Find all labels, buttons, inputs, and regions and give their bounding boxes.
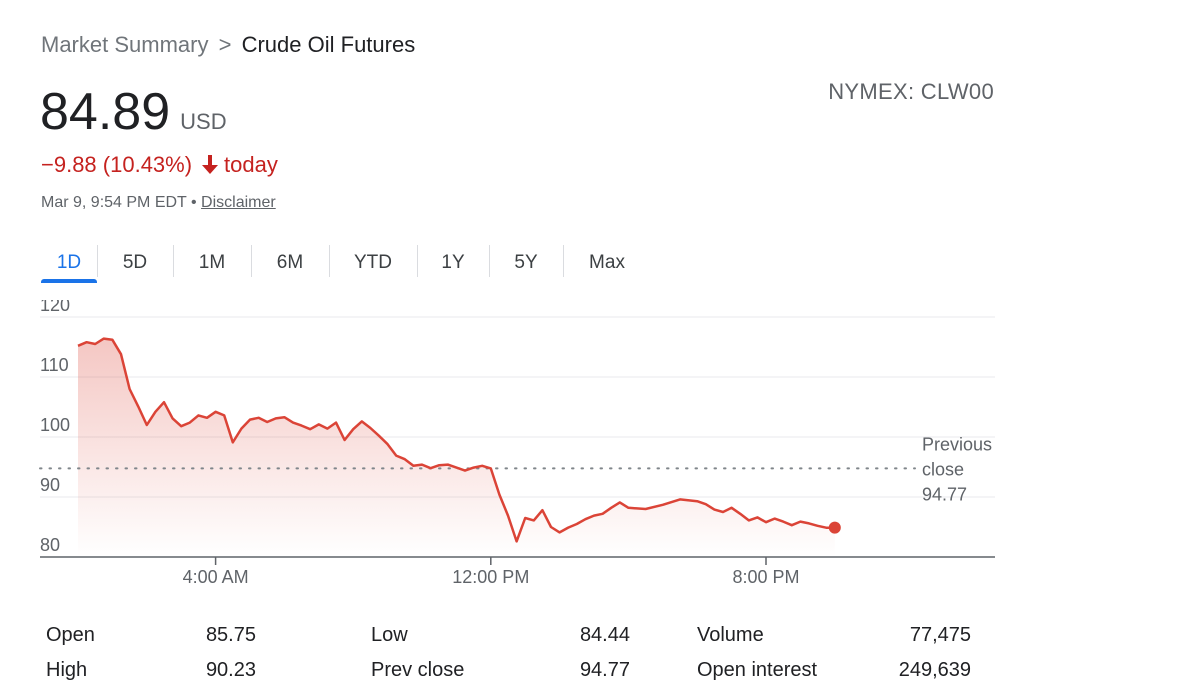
breadcrumb-current: Crude Oil Futures [241, 32, 416, 57]
current-price-dot [828, 521, 841, 534]
stat-value-open: 85.75 [205, 624, 256, 646]
breadcrumb-separator: > [218, 32, 232, 57]
y-tick-90: 90 [40, 475, 60, 495]
y-tick-80: 80 [40, 535, 60, 555]
y-tick-120: 120 [40, 300, 70, 315]
quote-timestamp: Mar 9, 9:54 PM EDT [41, 194, 187, 211]
breadcrumb: Market Summary > Crude Oil Futures [41, 32, 415, 58]
ticker-symbol: NYMEX: CLW00 [828, 79, 994, 104]
stat-value-prev-close: 94.77 [579, 659, 630, 681]
previous-close-label-line-0: Previous [922, 434, 992, 454]
y-tick-100: 100 [40, 415, 70, 435]
price-chart[interactable]: 120 110 100 90 80 4:00 AM 12:00 PM 8:00 PM Pre… [0, 300, 1200, 600]
tab-5d[interactable]: 5D [97, 243, 173, 283]
price-area [78, 338, 835, 557]
stat-label-open: Open [46, 624, 95, 646]
stat-value-open-interest: 249,639 [898, 659, 971, 681]
y-tick-110: 110 [40, 355, 69, 375]
breadcrumb-parent[interactable]: Market Summary [41, 32, 209, 57]
x-tick-label-0: 4:00 AM [183, 567, 249, 587]
stat-label-high: High [46, 659, 88, 681]
stat-label-open-interest: Open interest [697, 659, 818, 681]
tab-max[interactable]: Max [563, 243, 651, 283]
tab-ytd[interactable]: YTD [329, 243, 417, 283]
stat-value-low: 84.44 [579, 624, 630, 646]
price-block: 84.89 USD [40, 82, 227, 142]
y-axis-ticks: 120 110 100 90 80 [40, 300, 70, 555]
tab-1y[interactable]: 1Y [417, 243, 489, 283]
price-change: −9.88 (10.43%) today [41, 152, 278, 178]
tab-5y[interactable]: 5Y [489, 243, 563, 283]
stats-table: Open 85.75 High 90.23 Low 84.44 Prev clo… [0, 620, 1200, 690]
stat-label-low: Low [371, 624, 408, 646]
stat-value-volume: 77,475 [909, 624, 971, 646]
arrow-down-icon [202, 155, 219, 174]
tab-1m[interactable]: 1M [173, 243, 251, 283]
stat-label-volume: Volume [697, 624, 764, 646]
x-axis-ticks: 4:00 AM 12:00 PM 8:00 PM [183, 557, 800, 587]
price-currency: USD [180, 109, 227, 134]
price-value: 84.89 [40, 83, 171, 141]
previous-close-label-line-1: close [922, 459, 964, 479]
previous-close-label: Previous close 94.77 [922, 434, 992, 504]
price-change-period: today [224, 152, 278, 177]
meta-bullet: • [190, 194, 197, 211]
tab-6m[interactable]: 6M [251, 243, 329, 283]
stat-label-prev-close: Prev close [371, 659, 465, 681]
price-change-amount: −9.88 (10.43%) [41, 152, 193, 177]
previous-close-label-line-2: 94.77 [922, 484, 967, 504]
time-range-tabs: 1D 5D 1M 6M YTD 1Y 5Y Max [41, 243, 651, 283]
disclaimer-link[interactable]: Disclaimer [201, 194, 276, 211]
stat-value-high: 90.23 [205, 659, 256, 681]
x-tick-label-2: 8:00 PM [732, 567, 799, 587]
tab-1d[interactable]: 1D [41, 243, 97, 283]
price-line [77, 337, 835, 543]
x-tick-label-1: 12:00 PM [452, 567, 529, 587]
quote-meta: Mar 9, 9:54 PM EDT • Disclaimer [41, 194, 276, 212]
